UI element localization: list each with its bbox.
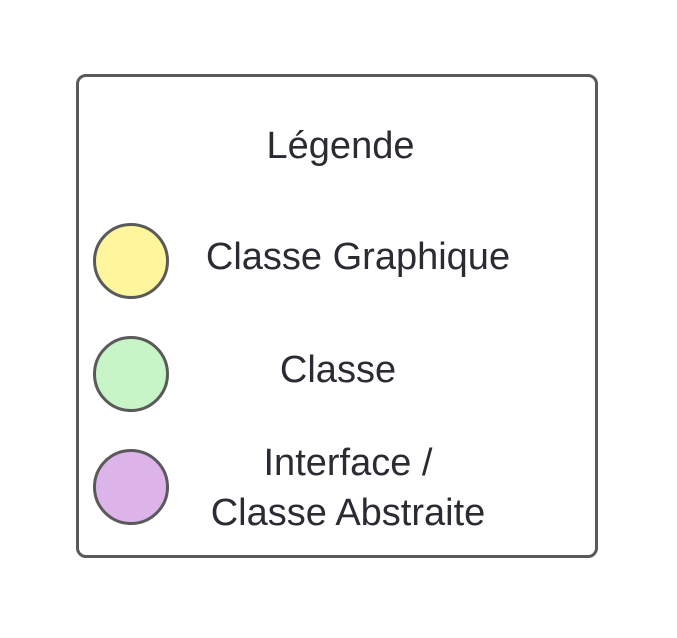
label-class: Classe [279,349,397,391]
label-interface-line1: Interface / [263,442,433,484]
label-graphical-class: Classe Graphique [205,236,511,278]
swatch-graphical-class [93,223,169,299]
swatch-interface-abstract [93,449,169,525]
legend-title: Légende [266,125,415,167]
label-abstract-class-line2: Classe Abstraite [210,492,486,534]
swatch-class [93,336,169,412]
